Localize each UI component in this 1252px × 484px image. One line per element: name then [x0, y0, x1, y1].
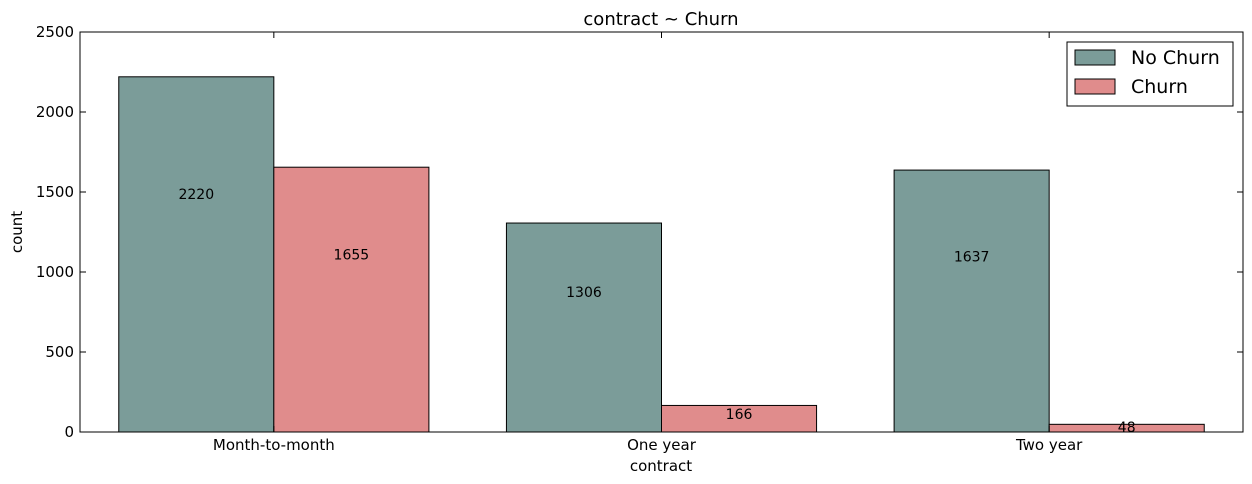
- legend-label: No Churn: [1131, 47, 1220, 69]
- bars-group: 2220 1306 1637 1655 166 48: [118, 76, 1205, 436]
- y-tick-label: 500: [45, 343, 74, 361]
- plot-frame: [79, 31, 1244, 433]
- y-axis-label: count: [8, 211, 26, 253]
- legend-swatch: [1074, 49, 1116, 66]
- data-label: 1655: [334, 248, 370, 264]
- legend-label: Churn: [1131, 76, 1188, 98]
- y-axis: 0 500 1000 1500 2000 2500: [36, 23, 1243, 441]
- y-tick-label: 1000: [36, 263, 74, 281]
- x-axis: Month-to-month One year Two year: [213, 32, 1083, 454]
- data-label: 48: [1118, 420, 1136, 436]
- chart-title: contract ~ Churn: [583, 9, 738, 30]
- y-tick-label: 0: [64, 423, 74, 441]
- x-tick-label: Month-to-month: [213, 436, 335, 454]
- data-label: 1306: [566, 285, 602, 301]
- legend: No Churn Churn: [1066, 41, 1234, 107]
- bar-month-to-month-churn: [273, 166, 430, 433]
- x-tick-label: One year: [627, 436, 697, 454]
- x-tick-label: Two year: [1015, 436, 1083, 454]
- bar-two-year-no-churn: [893, 169, 1050, 433]
- bar-month-to-month-no-churn: [118, 76, 275, 433]
- data-label: 2220: [178, 187, 214, 203]
- y-tick-label: 2500: [36, 23, 74, 41]
- data-label: 1637: [954, 250, 990, 266]
- bar-one-year-no-churn: [505, 222, 662, 433]
- data-label: 166: [726, 407, 753, 423]
- y-tick-label: 2000: [36, 103, 74, 121]
- legend-swatch: [1074, 78, 1116, 95]
- bar-one-year-churn: [661, 404, 818, 433]
- y-tick-label: 1500: [36, 183, 74, 201]
- x-axis-label: contract: [630, 457, 692, 475]
